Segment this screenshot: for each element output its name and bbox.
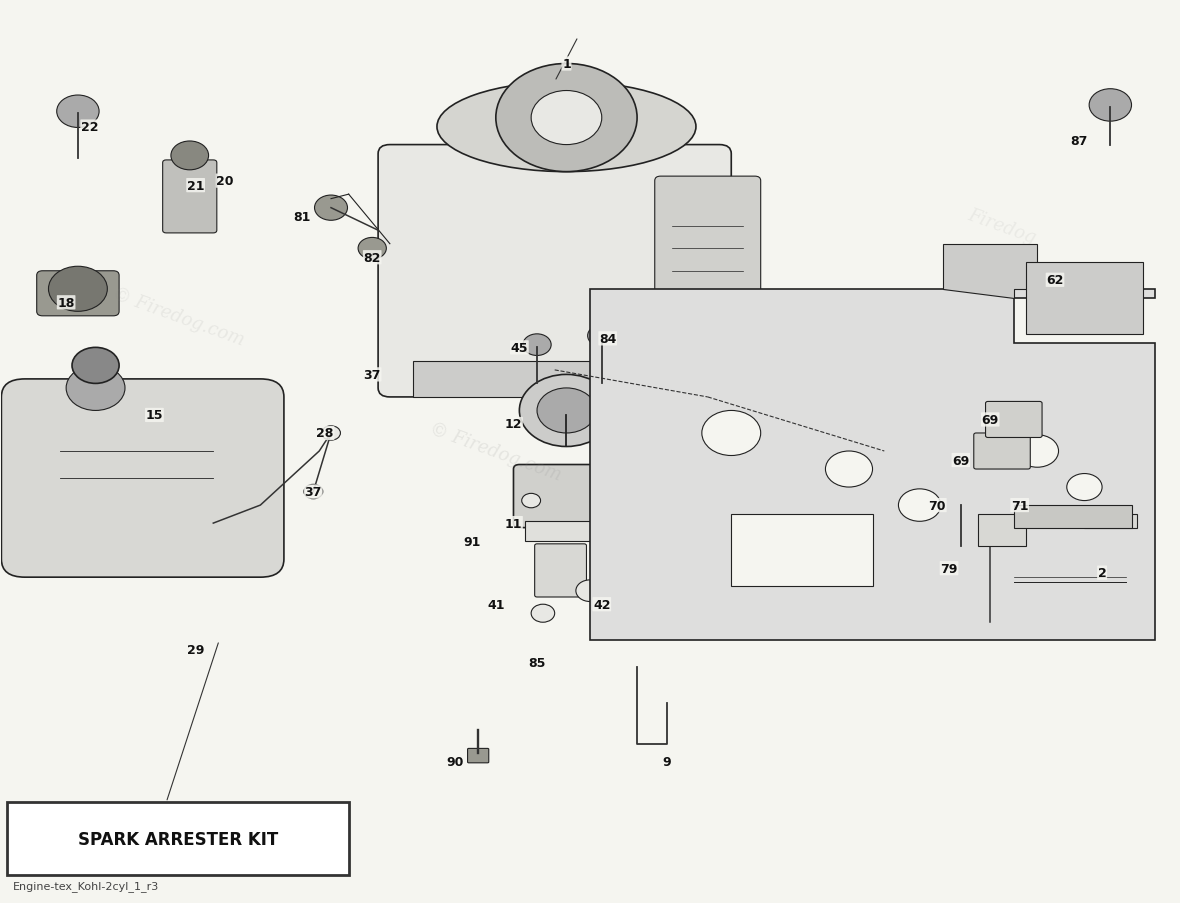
Polygon shape	[590, 290, 1155, 640]
Text: SPARK ARRESTER KIT: SPARK ARRESTER KIT	[78, 830, 278, 848]
Circle shape	[57, 96, 99, 128]
FancyBboxPatch shape	[525, 522, 608, 542]
Text: 85: 85	[529, 656, 545, 669]
Circle shape	[519, 375, 614, 447]
Text: 81: 81	[293, 211, 310, 224]
Text: 21: 21	[186, 180, 204, 192]
Circle shape	[898, 489, 940, 522]
Text: © Firedog.com: © Firedog.com	[110, 284, 247, 349]
Circle shape	[576, 581, 604, 601]
Circle shape	[66, 366, 125, 411]
Circle shape	[358, 238, 386, 260]
FancyBboxPatch shape	[535, 545, 586, 598]
Bar	[1025, 263, 1143, 334]
Text: 41: 41	[487, 598, 505, 611]
Text: 29: 29	[186, 643, 204, 656]
Text: Engine-tex_Kohl-2cyl_1_r3: Engine-tex_Kohl-2cyl_1_r3	[13, 880, 159, 891]
FancyBboxPatch shape	[7, 803, 348, 875]
Text: 71: 71	[1011, 499, 1029, 512]
Circle shape	[48, 267, 107, 312]
Text: 70: 70	[929, 499, 946, 512]
Ellipse shape	[437, 82, 696, 172]
Text: 84: 84	[599, 332, 616, 346]
Polygon shape	[943, 245, 1037, 299]
Circle shape	[315, 196, 347, 221]
Text: 22: 22	[81, 121, 98, 134]
Text: 79: 79	[940, 562, 958, 575]
FancyBboxPatch shape	[655, 177, 761, 330]
FancyBboxPatch shape	[378, 145, 732, 397]
Circle shape	[531, 604, 555, 622]
Text: © Firedog.com: © Firedog.com	[427, 419, 564, 484]
Text: 9: 9	[662, 756, 671, 768]
Text: 62: 62	[1047, 274, 1063, 287]
Circle shape	[304, 485, 323, 499]
Text: 42: 42	[594, 598, 610, 611]
Circle shape	[702, 411, 761, 456]
Polygon shape	[978, 515, 1138, 546]
Text: 15: 15	[145, 409, 163, 422]
Circle shape	[522, 494, 540, 508]
Circle shape	[537, 388, 596, 433]
Text: 37: 37	[304, 486, 322, 498]
Bar	[732, 515, 872, 587]
Text: 69: 69	[982, 414, 999, 426]
FancyBboxPatch shape	[1014, 506, 1132, 528]
Circle shape	[1016, 435, 1058, 468]
Circle shape	[592, 494, 611, 508]
Text: © Firedog.com: © Firedog.com	[758, 554, 893, 619]
FancyBboxPatch shape	[413, 361, 649, 397]
Text: 37: 37	[363, 368, 381, 381]
Circle shape	[496, 64, 637, 172]
Text: 90: 90	[446, 756, 464, 768]
Text: 12: 12	[505, 418, 523, 431]
FancyBboxPatch shape	[1, 379, 284, 578]
Text: 18: 18	[58, 296, 74, 310]
FancyBboxPatch shape	[163, 161, 217, 234]
FancyBboxPatch shape	[1002, 542, 1138, 627]
Text: 45: 45	[511, 341, 529, 355]
Circle shape	[1067, 474, 1102, 501]
Text: 82: 82	[363, 251, 381, 265]
Text: 28: 28	[316, 427, 334, 440]
FancyBboxPatch shape	[985, 402, 1042, 438]
Circle shape	[753, 522, 805, 562]
FancyBboxPatch shape	[37, 272, 119, 316]
Circle shape	[588, 325, 616, 347]
FancyBboxPatch shape	[974, 433, 1030, 470]
FancyBboxPatch shape	[513, 465, 620, 528]
Text: 69: 69	[952, 454, 970, 467]
Circle shape	[531, 91, 602, 145]
Circle shape	[1089, 89, 1132, 122]
Circle shape	[523, 334, 551, 356]
Text: 91: 91	[464, 535, 481, 548]
Text: 2: 2	[1097, 566, 1107, 580]
Text: Firedog: Firedog	[965, 206, 1038, 247]
Circle shape	[978, 551, 1002, 569]
Circle shape	[72, 348, 119, 384]
Text: 87: 87	[1070, 135, 1087, 147]
Text: 20: 20	[216, 175, 234, 188]
Circle shape	[171, 142, 209, 171]
Circle shape	[322, 426, 340, 441]
Text: 11: 11	[505, 517, 523, 530]
Text: 1: 1	[562, 58, 571, 71]
FancyBboxPatch shape	[467, 749, 489, 763]
Circle shape	[826, 452, 872, 488]
